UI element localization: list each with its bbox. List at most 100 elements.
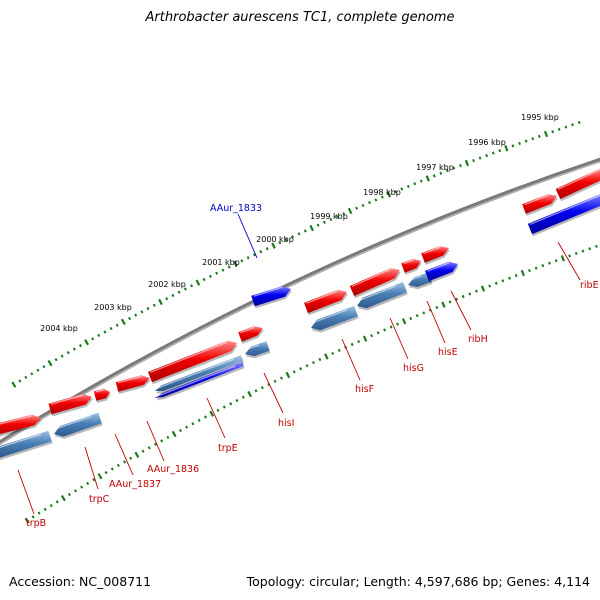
gene-forward-body xyxy=(555,168,600,199)
outer-scale-tick xyxy=(571,123,574,127)
outer-scale-tick xyxy=(368,201,371,205)
inner-scale-tick xyxy=(49,503,53,508)
outer-scale-tick xyxy=(60,354,64,358)
inner-scale-tick xyxy=(435,305,439,309)
gene-reverse-body xyxy=(54,412,102,437)
inner-scale-tick xyxy=(222,405,226,409)
gene-forward-highlight xyxy=(557,169,600,190)
outer-scale-tick xyxy=(406,184,410,188)
outer-scale-tick xyxy=(84,339,89,346)
gene-forward xyxy=(555,168,600,202)
inner-scale-tick xyxy=(370,334,374,338)
outer-scale-tick xyxy=(518,141,521,146)
outer-scale-tick xyxy=(303,229,307,233)
inner-scale-tick xyxy=(37,511,41,515)
gene-forward-highlight xyxy=(306,290,339,304)
inner-scale-tick xyxy=(97,473,103,480)
gene-label: AAur_1833 xyxy=(210,203,262,214)
gene-forward-highlight xyxy=(240,326,255,334)
inner-scale-tick xyxy=(441,301,446,308)
outer-scale-tick xyxy=(464,159,470,167)
inner-scale-tick xyxy=(247,390,252,398)
outer-scale-tick xyxy=(190,284,194,288)
gene-reverse xyxy=(357,281,408,311)
gene-label: trpE xyxy=(218,443,238,454)
outer-scale-tick xyxy=(498,149,502,153)
outer-scale-tick xyxy=(557,127,561,131)
outer-scale-tick xyxy=(202,277,206,282)
inner-scale-tick xyxy=(514,274,518,278)
inner-scale-tick xyxy=(448,300,452,304)
gene-reverse xyxy=(54,412,103,439)
gene-label: ribH xyxy=(468,334,488,345)
outer-scale-tick xyxy=(297,232,301,236)
inner-scale-tick xyxy=(160,439,164,443)
gene-reverse-highlight xyxy=(155,358,235,390)
inner-scale-tick xyxy=(324,353,329,360)
gene-reverse xyxy=(0,430,53,460)
gene-reverse-highlight xyxy=(408,275,422,282)
outer-scale-tick xyxy=(115,323,119,327)
inner-scale-tick xyxy=(560,255,565,262)
inner-scale-tick xyxy=(574,251,578,256)
outer-scale-tick xyxy=(380,195,384,199)
outer-scale-tick xyxy=(511,144,515,148)
outer-scale-tick xyxy=(66,351,70,355)
outer-scale-tick xyxy=(347,207,353,215)
gene-label: hisG xyxy=(403,363,424,374)
gene-forward-body xyxy=(115,375,150,392)
inner-scale-tick xyxy=(488,284,492,288)
inner-scale-tick xyxy=(455,297,459,301)
gene-forward xyxy=(238,326,264,344)
outer-scale-tick xyxy=(432,174,436,178)
gene-forward-highlight xyxy=(117,375,142,384)
gene-reverse xyxy=(311,305,359,333)
gene-forward-body xyxy=(0,414,41,435)
outer-scale-tick xyxy=(564,125,568,129)
gene-reverse-body xyxy=(0,430,52,458)
kbp-label: 2002 kbp xyxy=(148,280,186,289)
inner-scale-tick xyxy=(548,261,551,265)
outer-scale-tick xyxy=(439,171,443,175)
outer-scale-tick xyxy=(109,326,113,331)
outer-scale-tick xyxy=(140,310,144,314)
gene-forward-highlight xyxy=(423,246,441,255)
inner-scale-tick xyxy=(279,376,283,380)
inner-scale-tick xyxy=(43,507,47,512)
inner-scale-tick xyxy=(141,449,145,453)
outer-scale-tick xyxy=(152,303,156,307)
inner-scale-tick xyxy=(541,264,545,268)
inner-scale-tick xyxy=(73,489,78,493)
gene-reverse xyxy=(155,355,244,394)
gene-highlight xyxy=(527,194,600,237)
inner-scale-tick xyxy=(55,500,59,504)
outer-scale-tick xyxy=(278,241,282,245)
inner-scale-tick xyxy=(273,379,277,383)
outer-scale-tick xyxy=(400,187,404,191)
gene-highlight-highlight xyxy=(529,194,600,225)
inner-scale-tick xyxy=(588,247,592,251)
gene-forward-highlight xyxy=(0,415,33,425)
outer-scale-tick xyxy=(329,217,333,221)
outer-scale-tick xyxy=(171,293,175,298)
inner-scale-tick xyxy=(178,428,182,433)
gene-reverse-body xyxy=(357,281,407,309)
outer-scale-tick xyxy=(543,130,549,138)
inner-scale-tick xyxy=(362,335,368,342)
outer-scale-tick xyxy=(134,313,138,317)
gene-forward xyxy=(48,393,93,417)
outer-scale-tick xyxy=(165,297,169,301)
outer-scale-tick xyxy=(103,330,107,334)
gene-forward xyxy=(93,388,111,403)
outer-scale-tick xyxy=(78,344,82,348)
inner-scale-tick xyxy=(116,463,120,468)
gene-label-leader xyxy=(84,446,99,490)
inner-scale-tick xyxy=(216,408,220,412)
gene-forward-highlight xyxy=(403,259,414,265)
inner-scale-tick xyxy=(389,325,393,329)
gene-forward xyxy=(421,246,450,265)
inner-scale-tick xyxy=(67,492,71,497)
gene-label-leader xyxy=(206,397,226,439)
outer-scale-tick xyxy=(386,191,392,198)
inner-scale-tick xyxy=(396,322,400,326)
